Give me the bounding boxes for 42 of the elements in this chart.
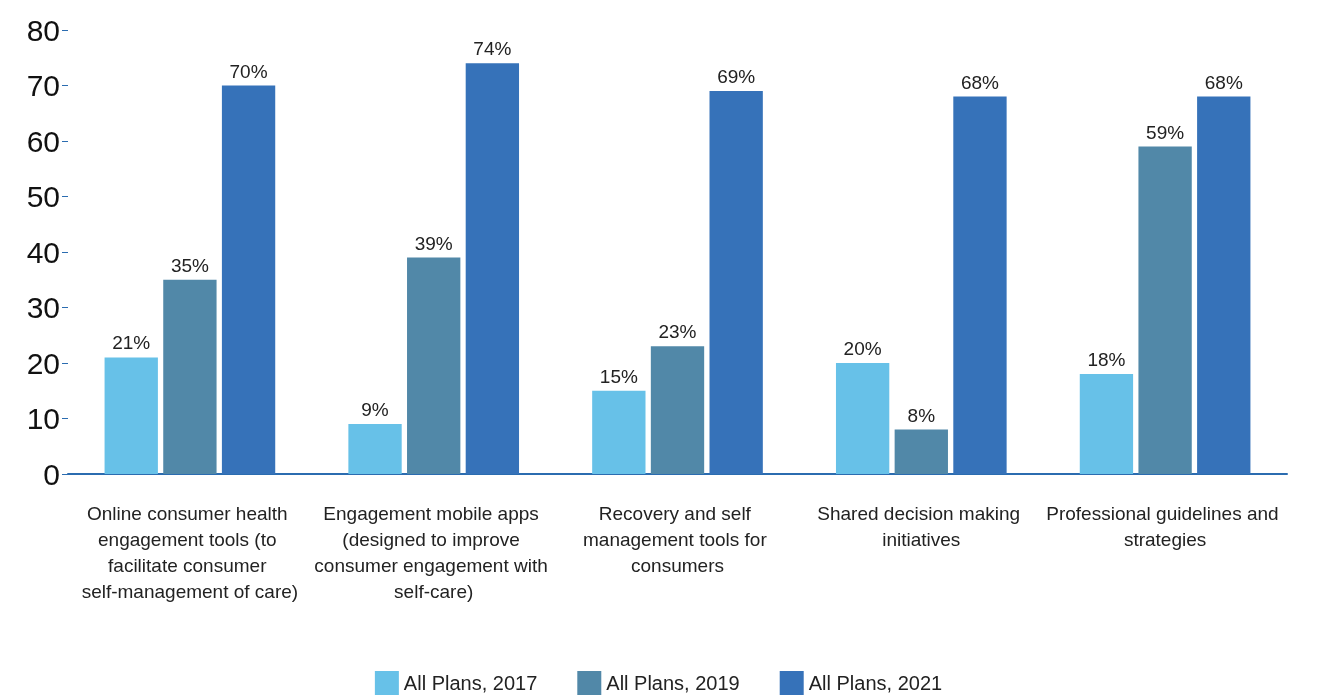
bar: [1079, 374, 1134, 474]
data-label: 39%: [414, 232, 453, 254]
legend-label: All Plans, 2021: [808, 672, 943, 694]
data-label: 59%: [1146, 121, 1185, 143]
data-label: 15%: [599, 365, 638, 387]
y-tick-label: 10: [26, 402, 60, 435]
y-tick-label: 50: [26, 180, 60, 213]
x-tick-label: Recovery and self management tools for consumers: [582, 502, 773, 576]
x-tick-label: Shared decision making initiatives: [817, 502, 1026, 550]
data-label: 21%: [112, 332, 151, 354]
data-label: 68%: [960, 71, 1000, 93]
bar: [407, 257, 461, 474]
bar: [163, 279, 217, 474]
y-tick-label: 40: [26, 235, 60, 269]
bar: [650, 346, 705, 474]
y-tick-label: 30: [26, 291, 60, 324]
bar: [894, 429, 948, 474]
y-tick-label: 0: [43, 457, 60, 491]
data-label: 9%: [361, 399, 389, 421]
data-label: 8%: [907, 404, 936, 426]
data-label: 35%: [170, 254, 210, 276]
data-label: 74%: [473, 38, 512, 60]
y-tick-label: 70: [26, 69, 60, 102]
data-label: 70%: [229, 60, 268, 82]
y-tick-label: 80: [26, 13, 60, 47]
bar: [104, 357, 158, 474]
x-tick-label: Engagement mobile apps (designed to improve consumer engagement with self-care): [314, 502, 554, 602]
data-label: 69%: [717, 66, 756, 88]
bar: [835, 363, 890, 474]
data-label: 68%: [1204, 71, 1243, 93]
x-tick-label: Professional guidelines and strategies: [1046, 502, 1284, 550]
data-label: 18%: [1087, 349, 1126, 371]
legend-label: All Plans, 2017: [403, 672, 538, 694]
data-label: 20%: [843, 338, 882, 359]
y-tick-label: 60: [26, 124, 60, 158]
data-label: 23%: [658, 321, 697, 343]
bar: [592, 390, 646, 474]
legend-label: All Plans, 2019: [606, 672, 740, 694]
bar: [348, 424, 402, 474]
x-tick-label: Online consumer health engagement tools (to facilitate consumer self-management of care): [81, 502, 299, 602]
bar: [1138, 146, 1192, 474]
y-tick-label: 20: [26, 346, 60, 380]
